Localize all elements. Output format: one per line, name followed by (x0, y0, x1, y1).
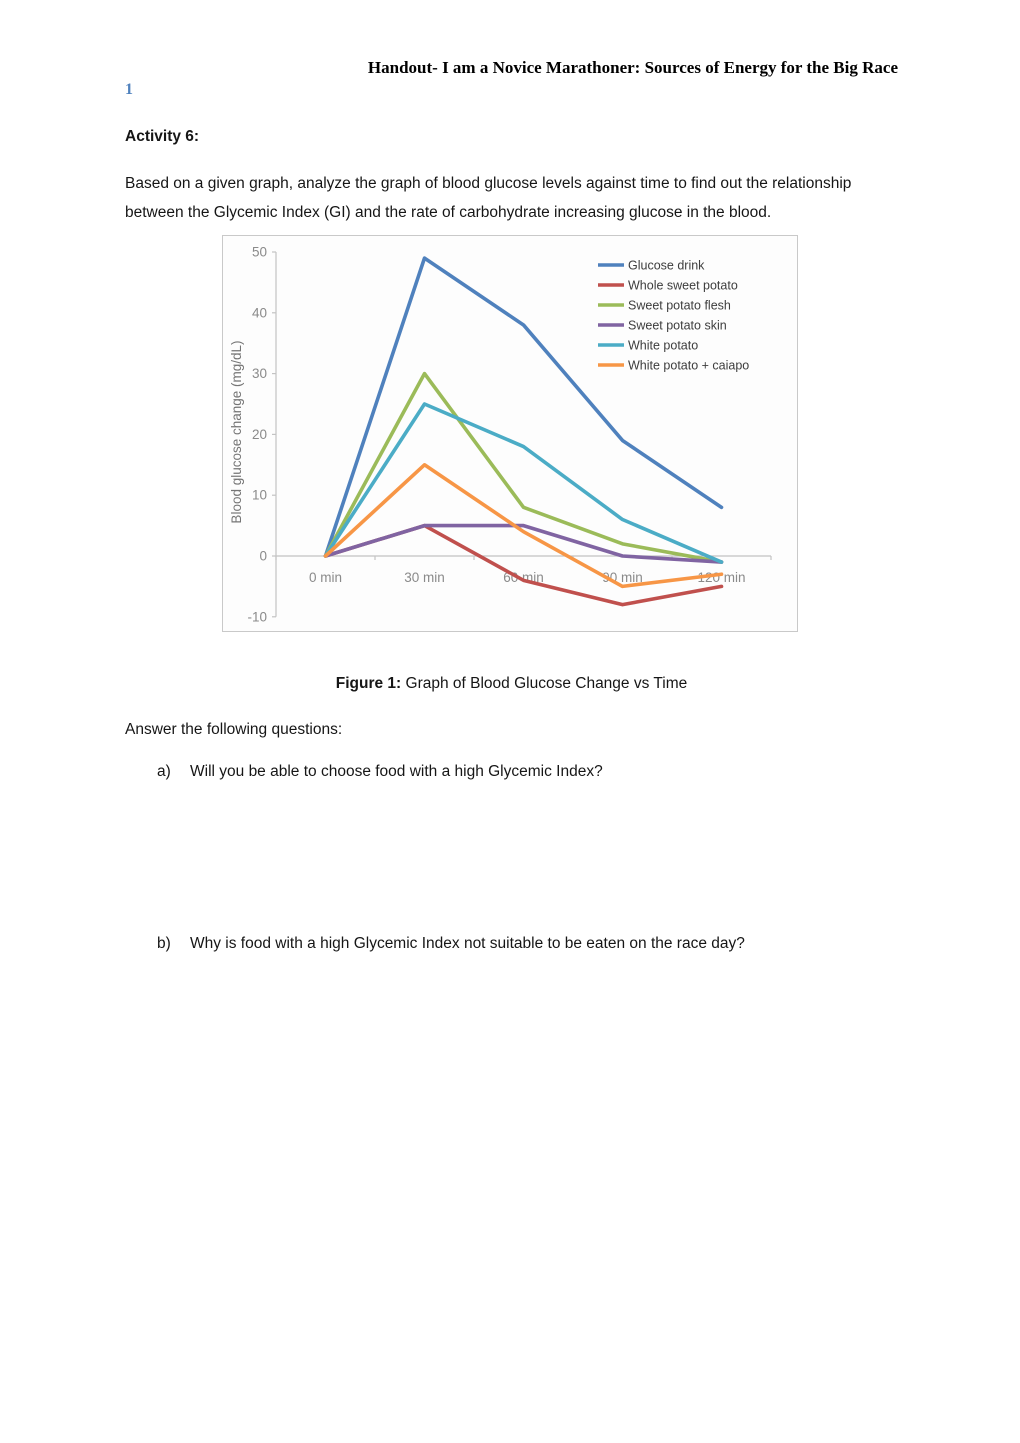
y-tick-label: 50 (252, 245, 267, 260)
activity-description: Based on a given graph, analyze the grap… (125, 175, 852, 221)
y-tick-label: 30 (252, 366, 267, 381)
series-line-sweet-potato-skin (323, 523, 724, 564)
question-b: b) Why is food with a high Glycemic Inde… (157, 934, 898, 954)
x-tick-label: 30 min (404, 570, 445, 585)
figure-caption-text: Graph of Blood Glucose Change vs Time (405, 675, 688, 692)
question-b-letter: b) (157, 935, 171, 952)
legend-label: Sweet potato flesh (628, 299, 731, 313)
legend-label: White potato (628, 339, 698, 353)
series-line-sweet-potato-flesh (323, 371, 724, 564)
series-line-white-potato-caiapo (323, 463, 724, 589)
question-a-letter: a) (157, 763, 171, 780)
question-a-text: Will you be able to choose food with a h… (190, 763, 603, 780)
legend-label: Whole sweet potato (628, 279, 738, 293)
series-line-glucose-drink (323, 256, 724, 558)
figure-caption: Figure 1: Graph of Blood Glucose Change … (125, 674, 898, 694)
y-tick-label: 10 (252, 488, 267, 503)
x-tick-label: 120 min (697, 570, 745, 585)
question-a: a) Will you be able to choose food with … (157, 762, 898, 782)
question-b-text: Why is food with a high Glycemic Index n… (190, 935, 745, 952)
x-tick-label: 0 min (309, 570, 342, 585)
series-line-white-potato (323, 402, 724, 564)
y-tick-label: 0 (259, 549, 267, 564)
legend-label: Sweet potato skin (628, 319, 727, 333)
legend-label: White potato + caiapo (628, 359, 749, 373)
header-title: Handout- I am a Novice Marathoner: Sourc… (367, 58, 898, 77)
activity-heading: Activity 6: (125, 128, 200, 145)
y-tick-label: 20 (252, 427, 267, 442)
page-number: 1 (125, 81, 133, 98)
y-tick-label: -10 (247, 609, 267, 624)
blood-glucose-chart-figure: -10 0 10 20 30 40 50 0 min 30 min 60 min 90 min 120… (222, 235, 798, 632)
legend-label: Glucose drink (628, 259, 705, 273)
y-tick-label: 40 (252, 305, 267, 320)
y-axis-title: Blood glucose change (mg/dL) (229, 340, 244, 523)
questions-intro: Answer the following questions: (125, 721, 343, 738)
figure-label: Figure 1: (335, 675, 402, 692)
